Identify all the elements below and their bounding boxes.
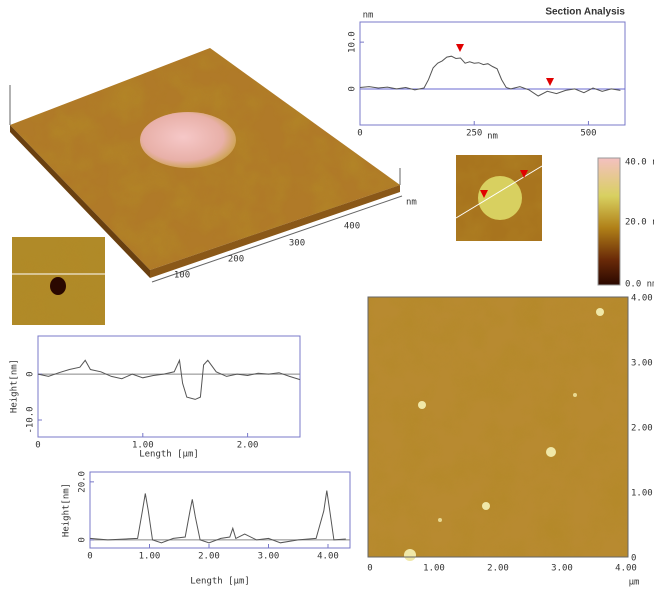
x-axis-label: nm <box>487 132 498 142</box>
section-image <box>455 155 543 241</box>
x-tick-label: 2.00 <box>198 552 220 562</box>
section-image <box>12 237 105 325</box>
x-axis-label: Length [µm] <box>190 577 250 587</box>
marker <box>456 44 464 52</box>
x-tick-label: 3.00 <box>258 552 280 562</box>
axis-label: 3.00 <box>551 564 573 574</box>
y-tick-label: 20.0 <box>78 471 88 493</box>
plot-frame <box>359 21 626 126</box>
axis-label: 3.00 <box>631 359 653 369</box>
color-bar-label: 40.0 nm <box>625 158 654 168</box>
x-tick-label: 0 <box>357 129 362 139</box>
x-tick-label: 0 <box>35 441 40 451</box>
x-tick-label: 2.00 <box>237 441 259 451</box>
x-tick-label: 1.00 <box>132 441 154 451</box>
y-tick-label: 0 <box>78 537 88 542</box>
axis-label: 2.00 <box>487 564 509 574</box>
y-tick-label: 0 <box>26 371 36 376</box>
y-tick-label: 0 <box>348 86 358 91</box>
x-tick-label: 1.00 <box>139 552 161 562</box>
axis-label: 4.00 <box>631 294 653 304</box>
topography-image <box>367 296 629 561</box>
x-tick-label: 0 <box>87 552 92 562</box>
y-tick-label: -10.0 <box>26 406 36 433</box>
axis-unit: nm <box>406 198 417 208</box>
axis-label: 2.00 <box>631 424 653 434</box>
plot-frame <box>37 335 301 438</box>
y-tick-label: 10.0 <box>348 31 358 53</box>
axis-label: 0 <box>367 564 372 574</box>
plot-frame <box>89 471 351 549</box>
profile-line <box>89 490 346 544</box>
color-bar-label: 0.0 nm <box>625 280 654 290</box>
profile-line <box>359 55 621 97</box>
axis-label: 400 <box>344 222 360 232</box>
axis-label: 200 <box>228 255 244 265</box>
color-bar <box>597 157 621 286</box>
y-axis-label: Height[nm] <box>10 359 20 413</box>
axis-label: 1.00 <box>423 564 445 574</box>
x-tick-label: 4.00 <box>317 552 339 562</box>
marker <box>546 78 554 86</box>
x-tick-label: 500 <box>580 129 596 139</box>
profile-line <box>37 358 301 400</box>
x-tick-label: 250 <box>466 129 482 139</box>
axis-label: 0 <box>631 554 636 564</box>
axis-label: 4.00 <box>615 564 637 574</box>
chart-title: Section Analysis <box>545 7 625 18</box>
x-axis-label: Length [µm] <box>139 450 199 460</box>
y-axis-label: Height[nm] <box>62 483 72 537</box>
axis-label: 1.00 <box>631 489 653 499</box>
y-axis-label: nm <box>363 11 374 21</box>
axis-label: 100 <box>174 271 190 281</box>
axis-unit: µm <box>629 578 640 588</box>
axis-label: 300 <box>289 239 305 249</box>
color-bar-label: 20.0 nm <box>625 218 654 228</box>
